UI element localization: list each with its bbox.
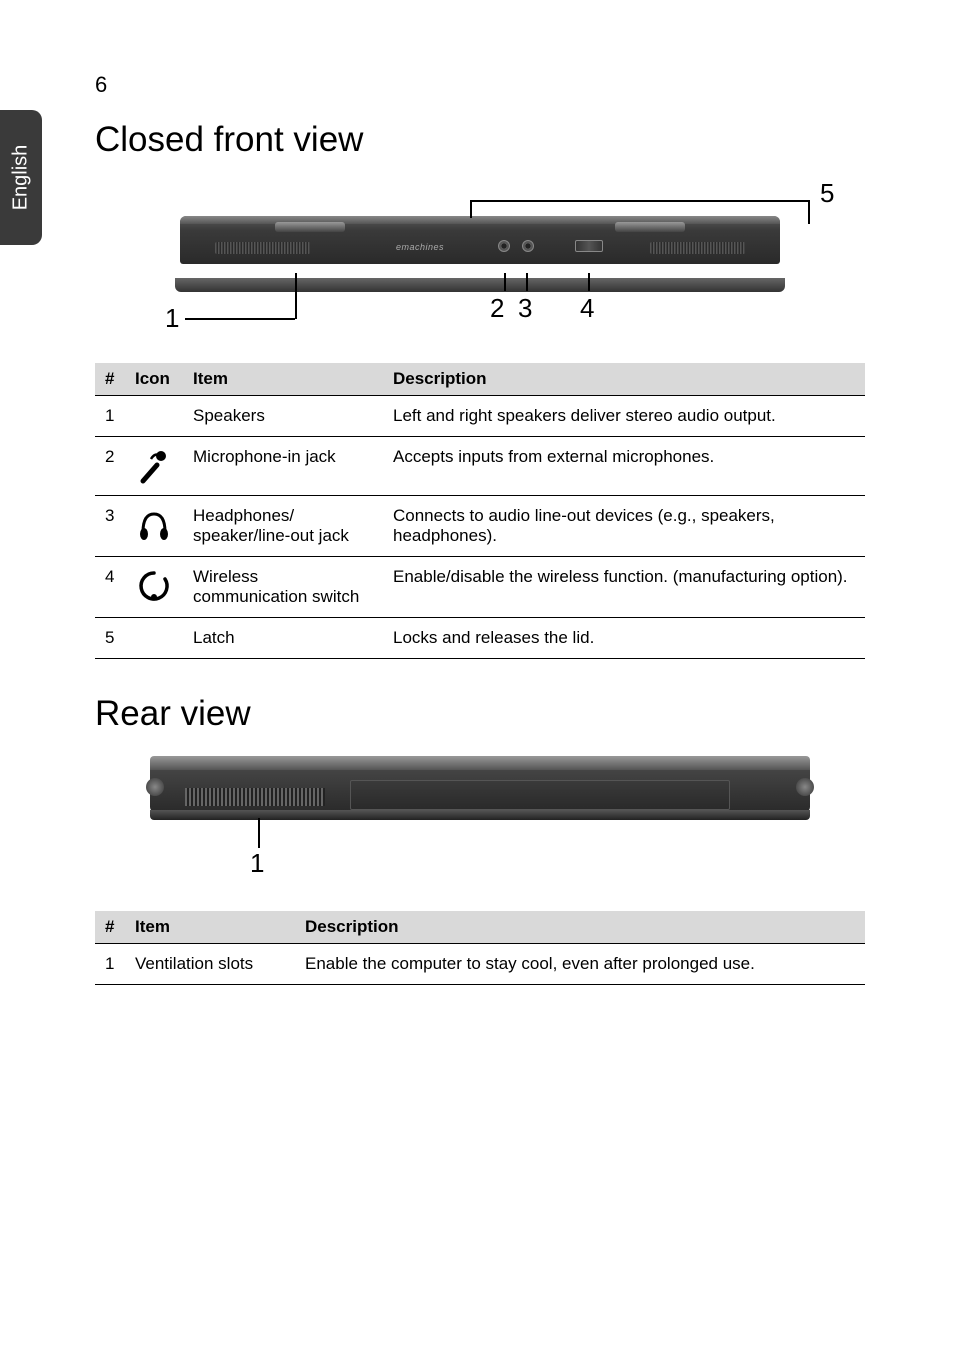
cell-icon	[125, 437, 183, 496]
cell-num: 1	[95, 396, 125, 437]
mic-icon	[137, 447, 171, 485]
brand-label: emachines	[396, 242, 444, 252]
cell-item: Wireless communication switch	[183, 557, 383, 618]
callout-2: 2	[490, 293, 504, 324]
cell-num: 3	[95, 496, 125, 557]
ventilation-slots	[185, 788, 325, 806]
th-desc: Description	[295, 911, 865, 944]
table-row: 1 Speakers Left and right speakers deliv…	[95, 396, 865, 437]
cell-num: 1	[95, 944, 125, 985]
cell-desc: Enable/disable the wireless function. (m…	[383, 557, 865, 618]
closed-front-diagram: emachines 5 1 2 3 4	[120, 178, 840, 333]
table-row: 1 Ventilation slots Enable the computer …	[95, 944, 865, 985]
cell-num: 2	[95, 437, 125, 496]
laptop-rear-illustration	[150, 756, 810, 826]
wireless-icon	[135, 567, 173, 605]
table-row: 2 Microphone-in jack Accepts inputs from…	[95, 437, 865, 496]
callout-1: 1	[165, 303, 179, 334]
cell-desc: Enable the computer to stay cool, even a…	[295, 944, 865, 985]
rear-table: # Item Description 1 Ventilation slots E…	[95, 911, 865, 985]
rear-title: Rear view	[95, 694, 865, 734]
th-item: Item	[183, 363, 383, 396]
table-row: 5 Latch Locks and releases the lid.	[95, 618, 865, 659]
table-row: 4 Wireless communication switch Enable/d…	[95, 557, 865, 618]
language-label: English	[10, 145, 33, 211]
th-desc: Description	[383, 363, 865, 396]
cell-icon	[125, 618, 183, 659]
cell-icon	[125, 496, 183, 557]
headphone-jack	[522, 240, 534, 252]
cell-item: Headphones/ speaker/line-out jack	[183, 496, 383, 557]
cell-num: 4	[95, 557, 125, 618]
cell-num: 5	[95, 618, 125, 659]
rear-diagram: 1	[120, 756, 840, 886]
callout-5: 5	[820, 178, 834, 209]
closed-front-table: # Icon Item Description 1 Speakers Left …	[95, 363, 865, 659]
speaker-right	[650, 242, 745, 254]
cell-icon	[125, 396, 183, 437]
headphone-icon	[135, 506, 173, 544]
rear-callout-1: 1	[250, 848, 264, 879]
callout-3: 3	[518, 293, 532, 324]
cell-item: Ventilation slots	[125, 944, 295, 985]
cell-desc: Left and right speakers deliver stereo a…	[383, 396, 865, 437]
cell-item: Latch	[183, 618, 383, 659]
page-number: 6	[95, 72, 107, 98]
speaker-left	[215, 242, 310, 254]
callout-4: 4	[580, 293, 594, 324]
th-item: Item	[125, 911, 295, 944]
th-num: #	[95, 363, 125, 396]
language-tab: English	[0, 110, 42, 245]
th-num: #	[95, 911, 125, 944]
cell-icon	[125, 557, 183, 618]
cell-item: Microphone-in jack	[183, 437, 383, 496]
closed-front-title: Closed front view	[95, 120, 865, 160]
cell-desc: Accepts inputs from external microphones…	[383, 437, 865, 496]
table-row: 3 Headphones/ speaker/line-out jack Conn…	[95, 496, 865, 557]
laptop-front-illustration: emachines	[180, 216, 780, 286]
cell-desc: Locks and releases the lid.	[383, 618, 865, 659]
cell-desc: Connects to audio line-out devices (e.g.…	[383, 496, 865, 557]
wireless-switch	[575, 240, 603, 252]
mic-jack	[498, 240, 510, 252]
cell-item: Speakers	[183, 396, 383, 437]
th-icon: Icon	[125, 363, 183, 396]
